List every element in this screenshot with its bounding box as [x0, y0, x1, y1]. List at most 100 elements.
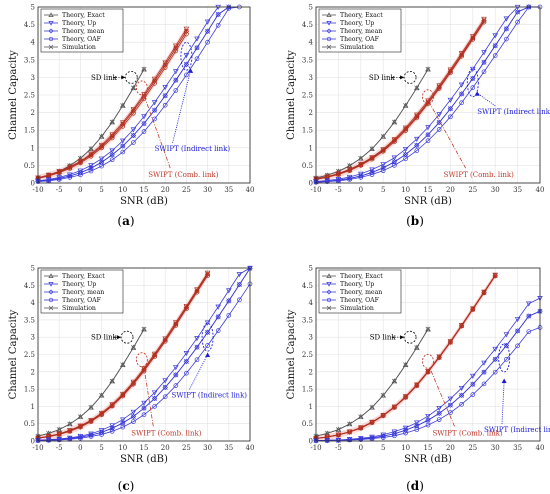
- legend-label: Theory, mean: [62, 28, 104, 35]
- data-point-indirect-triangle-down: [173, 365, 179, 371]
- data-point-indirect-cross: [194, 45, 200, 51]
- data-point-comb-circle: [448, 340, 453, 345]
- indirect-link-label: SWIPT (Indirect link): [172, 391, 248, 399]
- data-point-indirect-circle: [109, 157, 115, 163]
- x-tick-label: 25: [468, 186, 477, 194]
- series-line-indirect-triangle-down: [315, 6, 518, 182]
- comb-link-ellipse: [135, 80, 148, 96]
- data-point-indirect-circle: [131, 140, 136, 145]
- data-point-indirect-triangle-down: [402, 425, 409, 431]
- x-tick-label: 5: [381, 444, 385, 452]
- data-point-sd-triangle-up: [88, 145, 94, 151]
- y-tick-label: 4: [31, 299, 36, 307]
- legend-label: Theory, Exact: [340, 273, 383, 280]
- data-point-sd-triangle-up: [67, 421, 73, 427]
- data-point-comb-cross: [109, 402, 115, 408]
- legend-box: [318, 269, 402, 314]
- data-point-comb-cross: [130, 380, 136, 386]
- data-point-sd-cross: [120, 103, 126, 109]
- data-point-indirect-circle: [459, 100, 464, 106]
- data-point-indirect-circle: [194, 357, 200, 363]
- data-point-indirect-circle: [403, 430, 408, 436]
- data-point-sd-cross: [120, 362, 126, 368]
- y-tick-label: 1.5: [302, 127, 313, 135]
- data-point-comb-circle: [414, 383, 420, 388]
- y-tick-label: 2.5: [302, 92, 313, 100]
- data-point-sd-triangle-up: [141, 66, 147, 72]
- legend-label: Simulation: [340, 44, 374, 51]
- panel-caption-open: (: [118, 479, 123, 493]
- panel-caption-close: ): [130, 479, 135, 493]
- x-tick-label: 5: [99, 186, 103, 194]
- data-point-sd-cross: [130, 345, 136, 351]
- data-point-indirect-circle: [448, 410, 453, 415]
- data-point-sd-triangle-up: [402, 361, 409, 367]
- x-tick-label: -10: [32, 186, 43, 194]
- data-point-indirect-circle: [336, 437, 341, 443]
- data-point-indirect-triangle-down: [447, 97, 454, 103]
- data-point-sd-cross: [335, 427, 341, 433]
- comb-link-arrow: [429, 368, 455, 427]
- data-point-sd-cross: [425, 326, 431, 332]
- data-point-indirect-diamond: [503, 342, 510, 349]
- legend-label: Theory, Exact: [62, 273, 105, 280]
- data-point-sd-cross: [99, 134, 105, 139]
- x-tick-label: 25: [182, 186, 191, 194]
- data-point-indirect-diamond: [141, 405, 147, 411]
- data-point-indirect-circle: [526, 329, 532, 334]
- data-point-indirect-circle: [184, 370, 189, 376]
- data-point-sd-triangle-up: [391, 119, 398, 125]
- data-point-indirect-cross: [205, 329, 211, 335]
- x-tick-label: 35: [513, 444, 522, 452]
- x-tick-label: 35: [224, 186, 233, 194]
- data-point-indirect-diamond: [120, 143, 126, 149]
- panel-caption-close: ): [419, 214, 424, 228]
- data-point-indirect-circle: [194, 56, 200, 62]
- data-point-indirect-cross: [403, 152, 409, 157]
- data-point-indirect-diamond: [173, 77, 179, 83]
- chart-panel-2: -10 -5 0 5 10 15 20 25 30 35 40 0 0.5 1 1.5 2 2.5 3 3.5 4 4.…: [8, 265, 254, 494]
- data-point-indirect-circle: [205, 39, 210, 45]
- panel-caption-open: (: [117, 214, 122, 228]
- data-point-indirect-triangle-down: [436, 406, 442, 412]
- data-point-indirect-triangle-down: [447, 396, 454, 402]
- data-point-indirect-diamond: [380, 433, 386, 439]
- y-tick-label: 1: [309, 403, 313, 411]
- series-line-comb-cross: [315, 20, 485, 180]
- data-point-comb-circle: [109, 403, 115, 409]
- sd-link-label: SD link: [91, 74, 118, 82]
- data-point-indirect-circle: [120, 424, 126, 430]
- data-point-indirect-circle: [131, 419, 136, 424]
- data-point-indirect-cross: [46, 177, 52, 183]
- data-point-comb-cross: [77, 424, 83, 429]
- data-point-comb-cross: [436, 354, 442, 360]
- data-point-comb-circle: [459, 323, 464, 329]
- series-line-indirect-circle: [315, 6, 540, 183]
- data-point-indirect-cross: [183, 358, 189, 364]
- data-point-comb-diamond: [481, 18, 487, 24]
- series-line-indirect-cross: [315, 6, 529, 183]
- y-tick-label: 0.5: [302, 420, 313, 428]
- data-point-comb-circle: [492, 273, 498, 279]
- data-point-sd-triangle-up: [130, 344, 137, 350]
- data-point-indirect-cross: [470, 381, 476, 387]
- data-point-comb-cross: [447, 68, 453, 74]
- legend-label: Theory, mean: [340, 28, 382, 35]
- data-point-indirect-circle: [380, 168, 386, 174]
- data-point-sd-cross: [380, 392, 386, 398]
- axes-frame: [37, 267, 251, 442]
- data-point-indirect-circle: [347, 437, 352, 443]
- data-point-comb-diamond: [204, 271, 211, 277]
- data-point-comb-circle: [425, 369, 431, 375]
- data-point-indirect-cross: [447, 402, 453, 408]
- data-point-indirect-cross: [67, 436, 73, 442]
- data-point-indirect-diamond: [151, 395, 158, 402]
- data-point-indirect-circle: [56, 177, 62, 182]
- data-point-sd-cross: [414, 85, 420, 91]
- y-tick-label: 5: [309, 265, 313, 273]
- data-point-indirect-diamond: [215, 314, 221, 320]
- series-line-indirect-circle: [37, 283, 251, 442]
- data-point-indirect-circle: [162, 102, 168, 108]
- x-tick-label: 0: [78, 186, 82, 194]
